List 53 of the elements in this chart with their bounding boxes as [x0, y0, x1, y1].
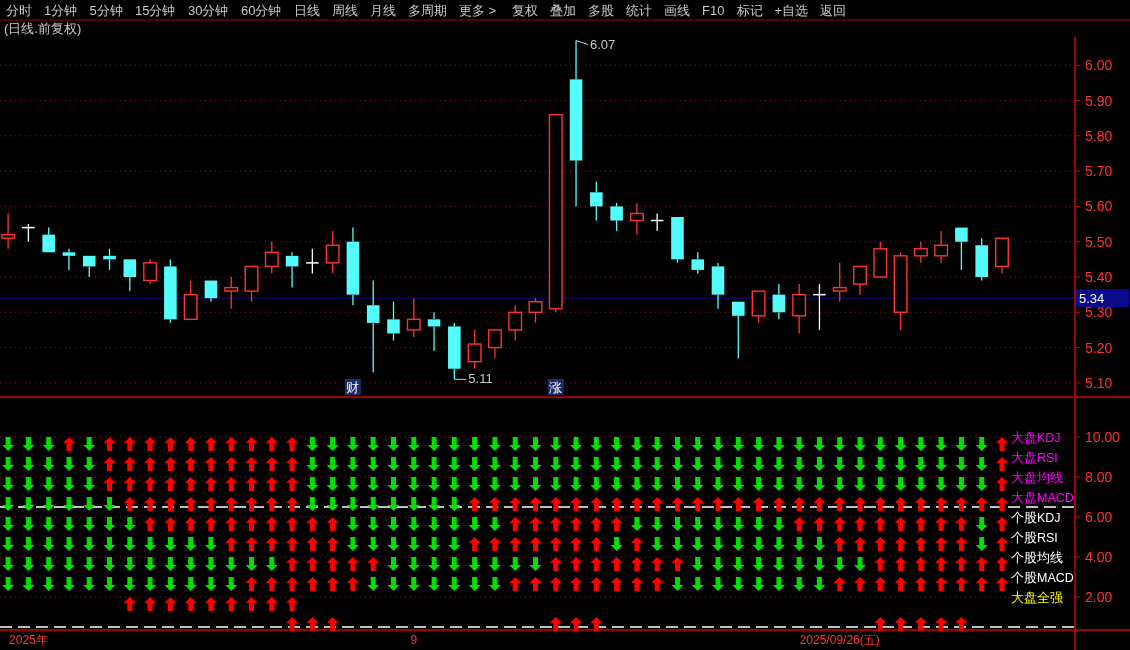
y-tick-label: 10.00: [1085, 429, 1121, 445]
y-tick-label: 6.00: [1085, 509, 1113, 525]
x-tick-label: 2025年: [9, 633, 48, 647]
x-tick-label: 9: [410, 633, 418, 647]
text: 1分钟: [44, 3, 78, 18]
annotation: 6.07: [590, 36, 616, 52]
text: 5分钟: [89, 3, 123, 18]
y-tick-label: 4.00: [1085, 549, 1113, 565]
text: 标记: [735, 3, 763, 18]
text: 返回: [820, 3, 846, 18]
y-tick-label: 5.60: [1085, 198, 1113, 215]
text: F10: [702, 3, 725, 18]
annotation: 大盘RSI: [1011, 451, 1058, 465]
text: 复权: [512, 3, 538, 18]
annotation: 5.11: [468, 371, 493, 387]
y-tick-label: 5.10: [1085, 374, 1113, 391]
text: 月线: [370, 3, 396, 18]
y-tick-label: 5.30: [1085, 304, 1113, 321]
text: 30分钟: [188, 3, 229, 18]
text: 60分钟: [241, 3, 282, 18]
text: +自选: [774, 3, 809, 18]
y-tick-label: 2.00: [1085, 589, 1113, 605]
y-tick-label: 5.70: [1085, 163, 1113, 180]
text: 15分钟: [135, 3, 176, 18]
text: 多股: [588, 3, 614, 18]
text: 周线: [332, 3, 358, 18]
text: 更多 >: [459, 3, 497, 18]
x-tick-label: 涨: [549, 380, 563, 395]
y-tick-label: 5.90: [1085, 92, 1113, 109]
y-tick-label: 8.00: [1085, 469, 1113, 485]
annotation: 个股均线: [1011, 551, 1063, 565]
y-tick-label: 5.50: [1085, 233, 1113, 250]
annotation: 大盘MACD: [1011, 491, 1074, 505]
chart-title: (日线.前复权): [4, 21, 82, 36]
y-tick-label: 6.00: [1085, 57, 1113, 74]
y-tick-label: 5.40: [1085, 269, 1113, 285]
text: 分时: [6, 3, 32, 18]
text: 日线: [294, 3, 320, 18]
annotation: 大盘KDJ: [1011, 431, 1061, 445]
annotation: 大盘均线: [1011, 471, 1063, 485]
text: 叠加: [550, 3, 576, 18]
text: 多周期: [408, 3, 447, 18]
x-tick-label: 2025/09/26(五): [799, 633, 880, 647]
y-tick-label: 5.80: [1085, 127, 1113, 144]
text: 画线: [664, 3, 690, 18]
x-tick-label: 财: [346, 380, 360, 395]
annotation: 个股RSI: [1011, 531, 1058, 545]
text: 统计: [626, 3, 652, 18]
annotation: 个股KDJ: [1011, 511, 1061, 525]
annotation: 大盘全强: [1011, 591, 1063, 605]
ref-line-label: 5.34: [1079, 291, 1105, 307]
annotation: 个股MACD: [1011, 571, 1074, 585]
y-tick-label: 5.20: [1085, 339, 1113, 356]
